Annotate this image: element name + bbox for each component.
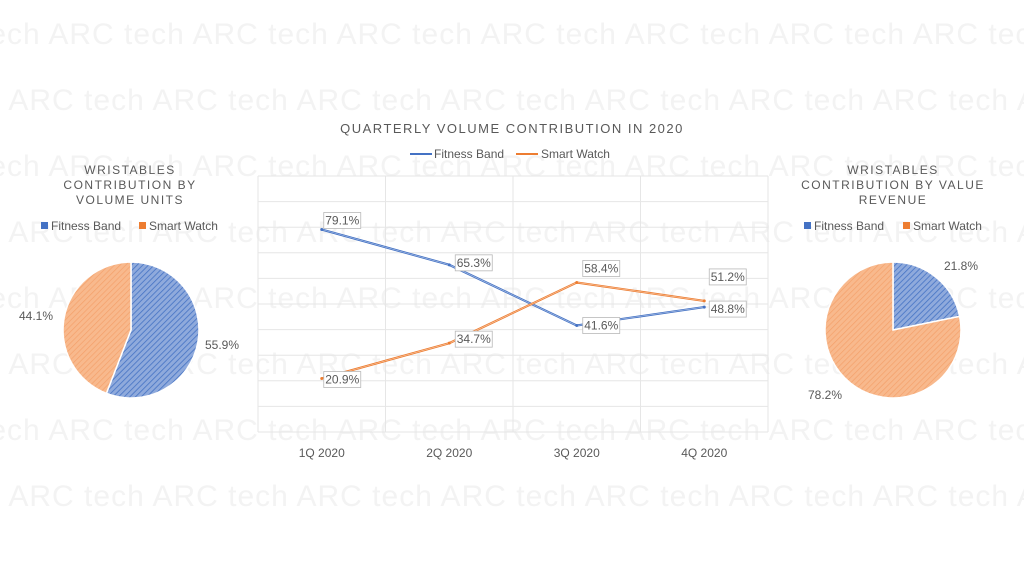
right-pie-chart: WRISTABLES CONTRIBUTION BY VALUE REVENUE… <box>801 163 985 402</box>
data-label-smart-watch: 34.7% <box>457 332 491 346</box>
left-pie-slice-fitness-band <box>105 261 200 399</box>
data-label-fitness-band: 65.3% <box>457 256 491 270</box>
line-chart: QUARTERLY VOLUME CONTRIBUTION IN 2020 Fi… <box>257 121 769 460</box>
data-label-box-fitness-band <box>323 212 362 229</box>
right-legend-smart-watch-label: Smart Watch <box>913 219 982 233</box>
data-point-smart-watch <box>575 280 579 284</box>
data-label-smart-watch: 58.4% <box>584 261 618 275</box>
left-pie-title-line-2: CONTRIBUTION BY <box>63 178 196 192</box>
right-pie-label-smart-watch: 78.2% <box>808 388 842 402</box>
right-pie-slice-fitness-band <box>892 261 961 331</box>
left-pie-title-line-3: VOLUME UNITS <box>76 193 184 207</box>
left-pie-label-fitness-band: 55.9% <box>205 338 239 352</box>
data-label-box-smart-watch <box>323 371 362 388</box>
data-point-fitness-band <box>575 324 579 328</box>
data-label-box-fitness-band <box>582 317 621 334</box>
right-pie-title-line-3: REVENUE <box>859 193 928 207</box>
data-label-box-smart-watch <box>454 330 493 348</box>
data-label-box-smart-watch <box>582 260 621 277</box>
data-point-fitness-band <box>320 228 324 232</box>
series-line-highlight-fitness-band <box>321 229 705 326</box>
x-tick-label: 4Q 2020 <box>681 446 727 460</box>
legend-smart-watch-label: Smart Watch <box>541 147 610 161</box>
series-line-highlight-smart-watch <box>321 282 705 379</box>
left-pie-title-line-1: WRISTABLES <box>84 163 175 177</box>
data-point-smart-watch <box>702 299 706 303</box>
data-label-box-fitness-band <box>708 300 747 318</box>
left-pie-label-smart-watch: 44.1% <box>19 309 53 323</box>
right-pie-title-line-1: WRISTABLES <box>847 163 938 177</box>
data-point-fitness-band <box>702 305 706 309</box>
data-label-fitness-band: 48.8% <box>711 302 745 316</box>
left-legend-smart-watch-label: Smart Watch <box>149 219 218 233</box>
right-pie-label-fitness-band: 21.8% <box>944 259 978 273</box>
line-chart-title: QUARTERLY VOLUME CONTRIBUTION IN 2020 <box>340 121 684 136</box>
legend-fitness-band-label: Fitness Band <box>434 147 504 161</box>
data-label-smart-watch: 51.2% <box>711 270 745 284</box>
data-label-box-fitness-band <box>454 254 493 272</box>
left-pie-slice-smart-watch <box>62 261 132 395</box>
data-label-smart-watch: 20.9% <box>325 372 359 386</box>
right-legend-smart-watch-swatch <box>903 222 910 229</box>
data-label-fitness-band: 79.1% <box>325 214 359 228</box>
left-legend-fitness-band-swatch <box>41 222 48 229</box>
left-legend-fitness-band-label: Fitness Band <box>51 219 121 233</box>
right-legend-fitness-band-label: Fitness Band <box>814 219 884 233</box>
right-legend-fitness-band-swatch <box>804 222 811 229</box>
data-point-smart-watch <box>447 341 451 345</box>
x-tick-label: 3Q 2020 <box>554 446 600 460</box>
data-label-fitness-band: 41.6% <box>584 319 618 333</box>
x-tick-label: 2Q 2020 <box>426 446 472 460</box>
x-tick-label: 1Q 2020 <box>299 446 345 460</box>
right-pie-slice-smart-watch <box>824 261 962 399</box>
data-point-smart-watch <box>320 376 324 380</box>
right-pie-title-line-2: CONTRIBUTION BY VALUE <box>801 178 985 192</box>
left-pie-chart: WRISTABLES CONTRIBUTION BY VOLUME UNITS … <box>19 163 239 399</box>
data-label-box-smart-watch <box>708 268 747 286</box>
data-point-fitness-band <box>447 263 451 267</box>
left-legend-smart-watch-swatch <box>139 222 146 229</box>
